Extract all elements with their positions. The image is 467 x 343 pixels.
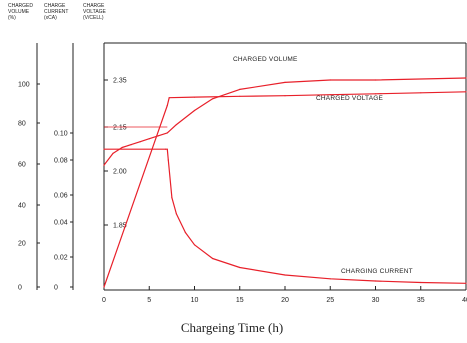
x-tick-label-30: 30 bbox=[372, 297, 380, 304]
series-point-charged-volume-9 bbox=[465, 91, 467, 93]
series-point-charged-voltage-3 bbox=[130, 144, 132, 146]
series-point-charging-current-3 bbox=[167, 159, 169, 161]
series-layer bbox=[103, 77, 467, 288]
voltage-tick-label-3: 1.85 bbox=[113, 223, 127, 230]
series-point-charged-voltage-0 bbox=[103, 164, 105, 166]
volume-tick-label-4: 20 bbox=[18, 241, 26, 248]
series-point-charged-volume-7 bbox=[374, 93, 377, 95]
voltage-tick-label-2: 2.00 bbox=[113, 169, 127, 176]
series-point-charged-voltage-14 bbox=[374, 79, 377, 81]
series-point-charging-current-1 bbox=[164, 148, 167, 150]
series-line-charging-current bbox=[104, 148, 467, 284]
series-line-charged-voltage bbox=[103, 77, 467, 166]
series-point-charging-current-6 bbox=[184, 231, 186, 234]
series-point-charged-volume-2 bbox=[168, 97, 170, 99]
voltage-tick-label-0: 2.35 bbox=[113, 78, 127, 85]
volume-axis-header-1: VOLUME bbox=[8, 9, 30, 15]
volume-tick-label-1: 80 bbox=[18, 121, 26, 128]
series-point-charging-current-10 bbox=[284, 274, 286, 276]
series-point-charged-voltage-2 bbox=[121, 146, 123, 149]
annotation-charging-current: CHARGING CURRENT bbox=[341, 268, 413, 275]
series-point-charged-volume-1 bbox=[166, 104, 168, 107]
voltage-axis-header-1: VOLTAGE bbox=[83, 9, 107, 15]
series-point-charged-voltage-1 bbox=[112, 152, 114, 154]
current-tick-label-5: 0 bbox=[54, 285, 58, 292]
series-point-charging-current-12 bbox=[374, 280, 377, 282]
series-point-charged-volume-8 bbox=[420, 92, 422, 94]
series-point-charged-voltage-7 bbox=[166, 132, 168, 134]
series-point-charging-current-2 bbox=[166, 148, 168, 150]
x-tick-label-5: 5 bbox=[147, 297, 151, 304]
x-tick-label-35: 35 bbox=[417, 297, 425, 304]
series-point-charged-voltage-6 bbox=[157, 135, 159, 137]
series-point-charged-voltage-12 bbox=[284, 81, 286, 83]
series-point-charging-current-7 bbox=[193, 244, 196, 246]
volume-axis-header-2: (%) bbox=[8, 15, 16, 21]
x-tick-label-25: 25 bbox=[326, 297, 334, 304]
series-point-charging-current-11 bbox=[329, 278, 331, 280]
current-tick-label-4: 0.02 bbox=[54, 255, 68, 262]
series-point-charged-volume-4 bbox=[239, 95, 241, 97]
series-point-charging-current-13 bbox=[420, 281, 422, 284]
annotation-charged-voltage: CHARGED VOLTAGE bbox=[316, 95, 384, 102]
series-point-charged-voltage-8 bbox=[175, 124, 177, 126]
series-point-charging-current-14 bbox=[465, 282, 467, 284]
series-point-charged-volume-3 bbox=[193, 96, 196, 98]
current-tick-label-1: 0.08 bbox=[54, 158, 68, 165]
series-point-charged-voltage-5 bbox=[148, 138, 150, 140]
current-axis-header-0: CHARGE bbox=[44, 3, 66, 9]
series-point-charged-volume-6 bbox=[329, 94, 331, 96]
volume-tick-label-3: 40 bbox=[18, 203, 26, 210]
volume-tick-label-0: 100 bbox=[18, 82, 30, 89]
voltage-axis-header-0: CHARGE bbox=[83, 3, 105, 9]
series-point-charging-current-5 bbox=[175, 213, 177, 215]
x-tick-label-0: 0 bbox=[102, 297, 106, 304]
series-point-charged-voltage-13 bbox=[329, 79, 331, 81]
series-point-charged-voltage-10 bbox=[212, 98, 214, 100]
series-point-charging-current-8 bbox=[212, 257, 214, 260]
series-point-charged-volume-0 bbox=[103, 286, 105, 288]
series-point-charged-voltage-4 bbox=[139, 141, 141, 143]
annotation-layer: CHARGED VOLUME CHARGED VOLTAGE CHARGING … bbox=[233, 56, 413, 275]
current-axis-header-1: CURRENT bbox=[44, 9, 68, 15]
x-tick-label-20: 20 bbox=[281, 297, 289, 304]
series-point-charging-current-9 bbox=[239, 266, 241, 269]
volume-tick-label-5: 0 bbox=[18, 285, 22, 292]
x-tick-label-15: 15 bbox=[236, 297, 244, 304]
x-axis-label: Chargeing Time (h) bbox=[181, 320, 283, 335]
volume-axis-header-0: CHARGED bbox=[8, 3, 33, 9]
x-tick-label-40: 40 bbox=[462, 297, 467, 304]
volume-tick-label-2: 60 bbox=[18, 162, 26, 169]
series-point-charged-voltage-9 bbox=[193, 109, 196, 112]
current-tick-label-3: 0.04 bbox=[54, 220, 68, 227]
voltage-tick-label-1: 2.15 bbox=[113, 125, 127, 132]
x-tick-label-10: 10 bbox=[191, 297, 199, 304]
current-tick-label-2: 0.06 bbox=[54, 193, 68, 200]
series-point-charged-voltage-11 bbox=[239, 88, 241, 90]
series-point-charging-current-0 bbox=[103, 148, 105, 150]
voltage-axis-header-2: (V/CELL) bbox=[83, 15, 104, 21]
current-tick-label-0: 0.10 bbox=[54, 131, 68, 138]
series-point-charged-voltage-15 bbox=[465, 77, 467, 79]
series-line-charged-volume bbox=[103, 91, 467, 288]
series-point-charging-current-4 bbox=[171, 197, 173, 199]
series-point-charged-volume-5 bbox=[284, 95, 286, 97]
current-axis-header-2: (xCA) bbox=[44, 15, 57, 21]
annotation-charged-volume: CHARGED VOLUME bbox=[233, 56, 298, 63]
